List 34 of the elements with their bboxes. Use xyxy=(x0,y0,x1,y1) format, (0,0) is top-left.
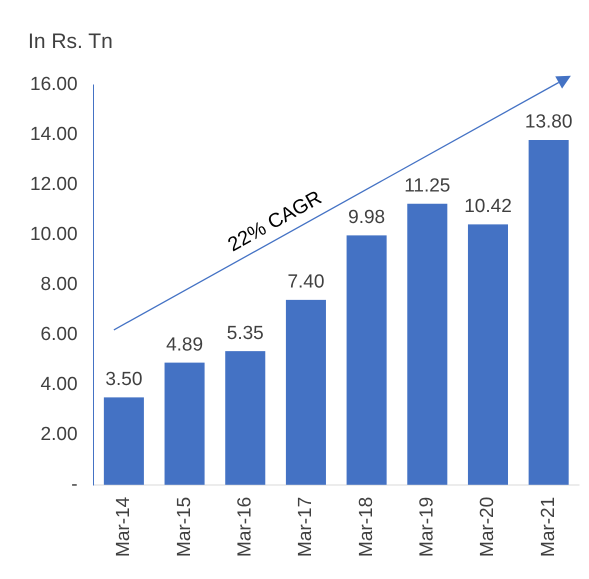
bar xyxy=(407,204,448,485)
x-tick-label: Mar-14 xyxy=(113,496,134,558)
data-label: 9.98 xyxy=(348,207,386,228)
bar xyxy=(164,362,205,485)
bar xyxy=(286,300,326,485)
data-label: 13.80 xyxy=(524,112,572,133)
bar xyxy=(104,397,144,485)
y-tick-label: 12.00 xyxy=(30,174,78,196)
data-label: 3.50 xyxy=(105,369,142,390)
y-tick-label: 14.00 xyxy=(30,124,78,146)
y-tick-label: 4.00 xyxy=(40,374,78,396)
data-label: 7.40 xyxy=(287,272,324,293)
x-tick-label: Mar-17 xyxy=(295,496,316,558)
x-tick-label: Mar-16 xyxy=(234,496,256,558)
y-tick-label: 6.00 xyxy=(40,324,78,346)
data-label: 4.89 xyxy=(166,334,204,356)
data-label: 11.25 xyxy=(404,175,450,196)
bar xyxy=(468,224,508,485)
data-label: 5.35 xyxy=(226,322,264,344)
data-label: 10.42 xyxy=(464,196,512,218)
x-tick-label: Mar-18 xyxy=(356,496,377,558)
y-axis-title: In Rs. Tn xyxy=(28,30,113,54)
bar xyxy=(346,235,387,485)
x-tick-label: Mar-21 xyxy=(538,496,559,558)
y-tick-label: 2.00 xyxy=(40,424,78,446)
bar xyxy=(528,140,569,485)
y-tick-label: 16.00 xyxy=(30,74,78,96)
x-tick-label: Mar-15 xyxy=(174,496,195,558)
y-tick-label: 8.00 xyxy=(40,274,78,296)
y-tick-label: 10.00 xyxy=(30,224,78,246)
bar xyxy=(225,351,266,485)
x-tick-label: Mar-19 xyxy=(416,496,438,558)
x-tick-label: Mar-20 xyxy=(477,496,498,558)
y-tick-label: - xyxy=(71,474,78,496)
